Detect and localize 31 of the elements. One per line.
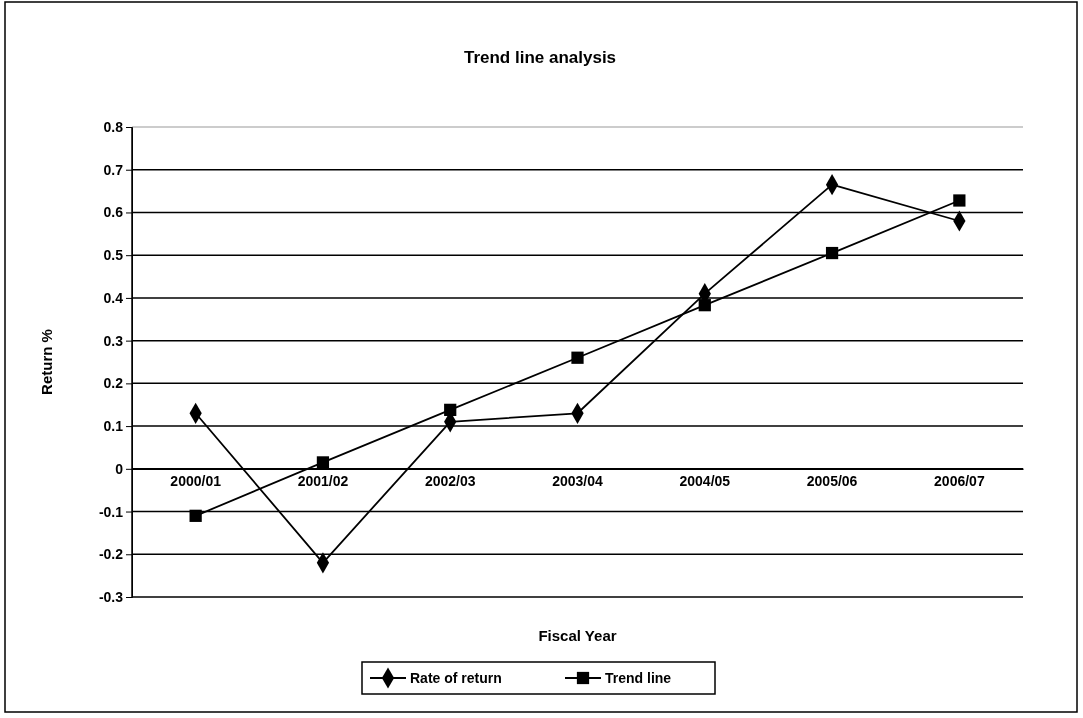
- x-tick-label: 2003/04: [552, 472, 604, 489]
- y-tick-label: 0.6: [103, 204, 124, 221]
- y-tick-label: -0.2: [98, 546, 124, 563]
- point: [825, 246, 839, 260]
- y-tick-label: 0.3: [103, 332, 124, 349]
- legend-label: Trend line: [605, 670, 672, 686]
- point: [571, 351, 584, 364]
- y-tick-label: 0.7: [103, 161, 124, 178]
- y-tick-label: 0.1: [103, 418, 124, 435]
- y-axis-title: Return %: [38, 329, 55, 395]
- point: [953, 194, 966, 207]
- x-tick-label: 2004/05: [679, 472, 731, 489]
- x-tick-label: 2001/02: [297, 472, 349, 489]
- y-tick-label: 0.2: [103, 375, 124, 392]
- x-tick-label: 2000/01: [170, 472, 222, 489]
- x-axis-title: Fiscal Year: [538, 627, 617, 644]
- point: [189, 509, 202, 522]
- y-tick-label: -0.1: [98, 503, 124, 520]
- chart-title: Trend line analysis: [463, 48, 617, 67]
- y-tick-label: -0.3: [98, 588, 124, 605]
- y-tick-label: 0.8: [103, 118, 124, 135]
- point: [316, 456, 330, 469]
- y-tick-label: 0.5: [103, 247, 124, 264]
- x-tick-label: 2005/06: [806, 472, 858, 489]
- x-tick-label: 2002/03: [424, 472, 476, 489]
- y-tick-label: 0.4: [103, 289, 124, 306]
- point: [698, 299, 711, 312]
- legend-label: Rate of return: [410, 670, 502, 686]
- y-tick-label: 0: [115, 460, 124, 477]
- x-tick-label: 2006/07: [934, 472, 985, 489]
- point: [444, 403, 457, 416]
